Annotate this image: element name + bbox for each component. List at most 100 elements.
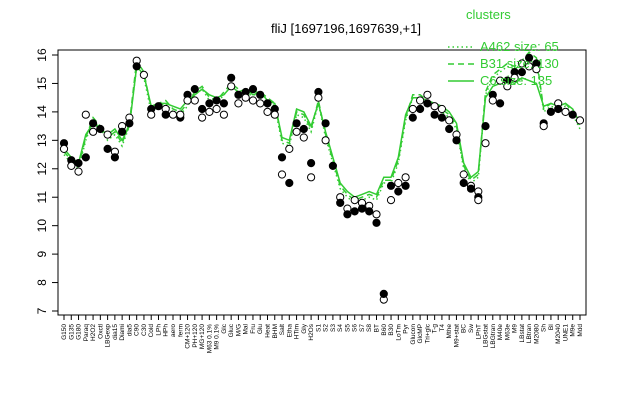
data-point	[503, 82, 512, 91]
x-tick-label: M/G	[235, 324, 242, 336]
data-point	[517, 68, 527, 77]
data-point	[343, 210, 352, 219]
data-point	[430, 102, 439, 111]
data-point	[408, 113, 417, 122]
x-tick-label: LBGexp	[105, 324, 112, 348]
data-point	[401, 181, 410, 190]
x-tick-label: Gluc	[228, 323, 235, 337]
x-tick-label: Cold	[148, 324, 155, 338]
x-tick-label: H2Os	[308, 323, 315, 340]
data-point	[263, 107, 272, 117]
x-tick-label: LPh	[155, 324, 162, 336]
x-tick-label: M9+stat	[453, 324, 460, 347]
x-tick-label: PH+120	[192, 324, 199, 348]
x-tick-label: CM+120	[185, 324, 192, 349]
data-point	[190, 96, 199, 105]
data-point	[357, 204, 367, 213]
x-tick-label: M2040	[555, 324, 562, 344]
data-point	[386, 196, 396, 205]
x-tick-label: M63e	[504, 324, 511, 341]
data-point	[205, 99, 214, 108]
data-point	[81, 153, 90, 162]
x-tick-label: T-g	[432, 324, 439, 334]
chart-title: fliJ [1697196,1697639,+1]	[271, 21, 421, 36]
x-tick-label: Mdd	[577, 324, 584, 337]
data-point	[292, 119, 301, 128]
x-tick-label: M9	[512, 324, 519, 333]
x-tick-label: Pyr	[403, 323, 410, 334]
data-point	[183, 96, 192, 105]
y-tick-label: 11	[35, 191, 49, 204]
series-line-0	[63, 53, 581, 204]
x-tick-label: S2	[323, 324, 330, 332]
data-point	[59, 144, 69, 153]
data-point	[89, 119, 98, 128]
x-tick-label: M9e	[570, 324, 577, 337]
data-point	[299, 133, 308, 142]
data-point	[256, 99, 265, 108]
data-point	[118, 127, 127, 136]
x-tick-label: HTim	[294, 324, 301, 339]
data-point	[416, 96, 425, 105]
x-tick-label: Mal	[243, 323, 250, 334]
y-tick-label: 9	[35, 250, 49, 257]
data-point	[452, 136, 461, 145]
data-point	[372, 210, 381, 219]
data-point	[423, 99, 432, 108]
data-point	[205, 107, 214, 117]
data-point	[256, 90, 265, 99]
data-point	[314, 93, 323, 102]
x-tick-label: LoTm	[395, 324, 402, 341]
x-tick-label: S1	[315, 324, 322, 332]
data-point	[176, 110, 185, 119]
data-point	[307, 173, 316, 182]
x-tick-label: BT	[374, 324, 381, 332]
data-point	[372, 218, 381, 227]
x-tick-label: S7	[359, 324, 366, 332]
data-point	[154, 102, 163, 111]
data-point	[74, 167, 83, 176]
data-point	[336, 198, 345, 207]
y-tick-label: 14	[35, 105, 49, 119]
x-tick-label: Tri+glc	[424, 323, 431, 343]
data-point	[212, 96, 221, 105]
x-tick-label: T4	[439, 324, 446, 332]
x-tick-label: ferm	[177, 324, 184, 337]
data-point	[241, 93, 250, 102]
data-point	[67, 161, 76, 170]
x-tick-label: Oxctl	[97, 323, 104, 338]
x-tick-label: S5	[344, 324, 351, 332]
x-tick-label: H2O2	[90, 324, 97, 341]
data-point	[212, 104, 221, 114]
legend-entry-a462: A462 size: 65	[480, 39, 559, 54]
x-tick-label: C30	[141, 324, 148, 336]
x-tick-label: Etha	[286, 324, 293, 338]
legend-title: clusters	[466, 7, 511, 22]
data-point	[481, 122, 490, 131]
data-point	[321, 119, 330, 128]
x-tick-label: MG+120	[199, 324, 206, 349]
x-tick-label: HPh	[163, 324, 170, 337]
x-tick-label: Glu	[257, 324, 264, 335]
x-tick-label: BI	[548, 324, 555, 330]
data-point	[532, 65, 541, 74]
x-tick-label: LBstat	[519, 324, 526, 343]
data-point	[328, 161, 337, 170]
data-point	[292, 127, 301, 136]
data-point	[263, 99, 272, 108]
data-point	[350, 207, 359, 216]
data-point	[198, 104, 207, 114]
x-tick-label: B30	[388, 324, 395, 336]
x-tick-label: M63 0.1%	[206, 324, 213, 353]
x-tick-label: LPhT	[475, 324, 482, 340]
data-point	[270, 110, 279, 119]
data-point	[321, 136, 330, 145]
y-tick-label: 13	[35, 133, 49, 147]
data-point	[74, 159, 83, 168]
data-point	[466, 184, 476, 193]
data-point	[510, 73, 519, 82]
data-point	[386, 181, 396, 190]
data-point	[147, 110, 156, 119]
data-point	[139, 70, 148, 80]
x-tick-label: dia5	[126, 324, 133, 337]
